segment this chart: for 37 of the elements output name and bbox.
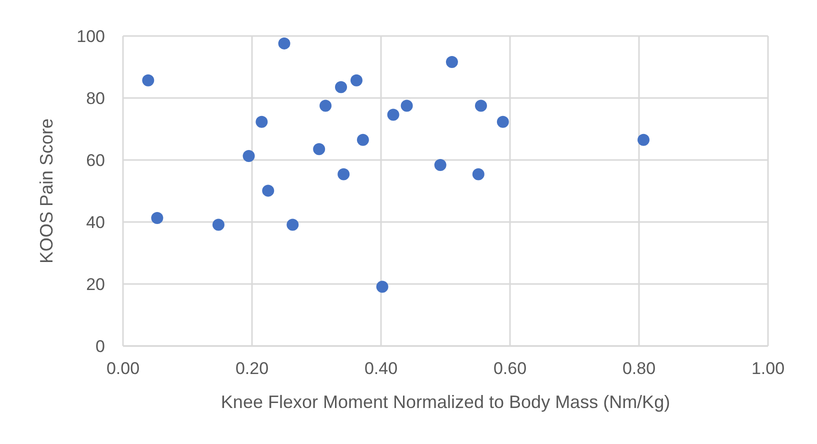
point	[212, 218, 224, 231]
point	[496, 116, 509, 128]
x-axis-title: Knee Flexor Moment Normalized to Body Mass (Nm/Kg)	[220, 392, 670, 412]
y-tick-label: 40	[86, 213, 105, 232]
point	[286, 218, 299, 231]
y-tick-label: 60	[86, 151, 105, 170]
point	[356, 134, 369, 146]
point	[262, 184, 274, 197]
point	[278, 37, 290, 50]
point	[446, 56, 458, 68]
point	[474, 100, 487, 112]
point	[338, 168, 350, 180]
point	[242, 150, 255, 162]
x-tick-label: 0.00	[106, 359, 140, 378]
y-axis-title: KOOS Pain Score	[36, 118, 56, 264]
y-tick-label: 20	[86, 275, 105, 294]
point	[638, 134, 650, 146]
x-tick-label: 1.00	[751, 359, 785, 378]
x-tick-label: 0.40	[364, 359, 398, 378]
point	[350, 74, 362, 86]
y-tick-label: 0	[96, 337, 105, 356]
point	[376, 280, 388, 293]
point	[313, 143, 326, 156]
x-tick-label: 0.60	[493, 359, 527, 378]
point	[256, 116, 268, 128]
x-tick-label: 0.80	[622, 359, 656, 378]
point	[434, 158, 446, 171]
point	[335, 81, 348, 94]
point	[472, 168, 484, 180]
point	[151, 212, 164, 224]
point	[142, 74, 154, 86]
point	[387, 108, 400, 121]
point	[400, 100, 413, 112]
x-tick-label: 0.20	[235, 359, 269, 378]
point	[320, 100, 332, 112]
y-tick-label: 80	[86, 89, 105, 108]
y-tick-label: 100	[76, 27, 105, 46]
